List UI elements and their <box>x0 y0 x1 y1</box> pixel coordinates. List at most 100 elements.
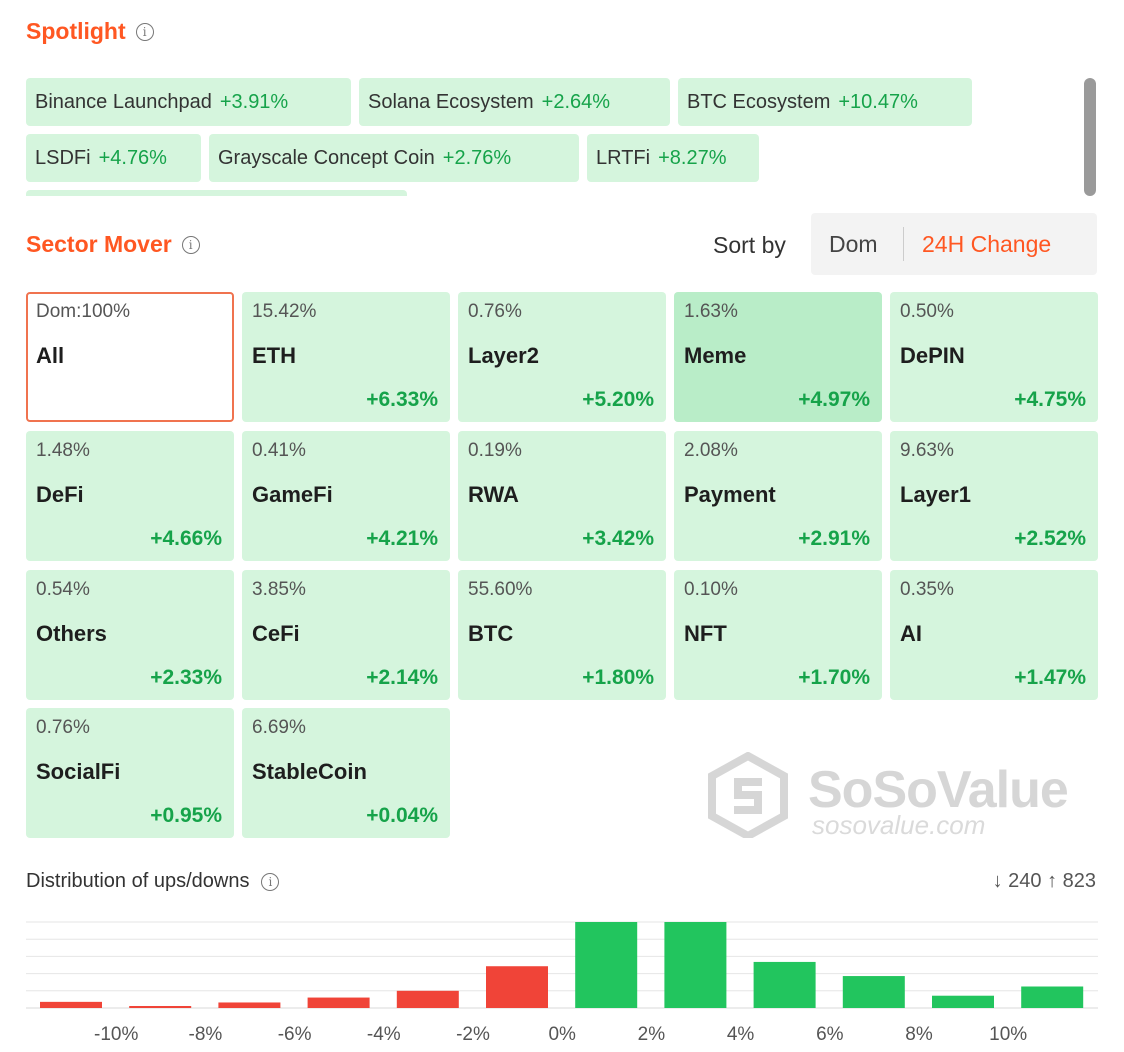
chip-change: +2.64% <box>541 90 611 113</box>
tile-name: Others <box>36 621 107 646</box>
sort-dom-button[interactable]: Dom <box>829 231 878 257</box>
sector-tile[interactable]: 2.08% Payment +2.91% <box>674 431 882 561</box>
watermark-url: sosovalue.com <box>812 810 986 840</box>
tile-change: +6.33% <box>366 388 438 411</box>
x-tick-label: -6% <box>278 1024 312 1045</box>
spotlight-chip[interactable]: Binance Launchpad +3.91% <box>26 78 351 126</box>
sector-tile[interactable]: 0.76% SocialFi +0.95% <box>26 708 234 838</box>
x-tick-label: -8% <box>189 1024 223 1045</box>
chip-change: +3.91% <box>219 90 289 113</box>
tile-change: +2.91% <box>798 527 870 550</box>
tile-dominance: 0.54% <box>36 579 90 600</box>
distribution-bar[interactable] <box>129 1006 192 1008</box>
distribution-title-text: Distribution of ups/downs <box>26 870 250 892</box>
tile-dominance: 15.42% <box>252 301 317 322</box>
distribution-chart: -10% -8% -6% -4% -2% 0% 2% 4% 6% 8% 10% <box>26 921 1098 1045</box>
distribution-bar[interactable] <box>842 976 905 1008</box>
info-icon[interactable]: i <box>261 872 280 891</box>
distribution-bar[interactable] <box>396 990 459 1008</box>
sector-tile[interactable]: 1.63% Meme +4.97% <box>674 292 882 422</box>
sector-tile[interactable]: 0.35% AI +1.47% <box>890 570 1098 700</box>
spotlight-chip-partial[interactable] <box>26 190 407 196</box>
tile-dominance: 0.19% <box>468 440 522 461</box>
info-icon[interactable]: i <box>181 235 200 254</box>
tile-change: +0.04% <box>366 804 438 827</box>
spotlight-scrollbar[interactable] <box>1084 78 1096 196</box>
sort-toggle: Dom 24H Change <box>811 213 1097 275</box>
tile-dominance: 55.60% <box>468 579 533 600</box>
info-icon[interactable]: i <box>135 22 154 41</box>
tile-dominance: 1.63% <box>684 301 738 322</box>
tile-change: +4.75% <box>1014 388 1086 411</box>
spotlight-chip[interactable]: Solana Ecosystem +2.64% <box>359 78 670 126</box>
chip-label: Binance Launchpad <box>35 90 212 113</box>
sector-tile[interactable]: 0.54% Others +2.33% <box>26 570 234 700</box>
tile-name: CeFi <box>252 621 300 646</box>
tile-name: ETH <box>252 343 296 368</box>
x-tick-label: 4% <box>727 1024 755 1045</box>
tile-change: +1.80% <box>582 666 654 689</box>
x-tick-label: -4% <box>367 1024 401 1045</box>
distribution-bar[interactable] <box>932 995 994 1008</box>
spotlight-chip[interactable]: Grayscale Concept Coin +2.76% <box>209 134 579 182</box>
sector-tile[interactable]: 0.19% RWA +3.42% <box>458 431 666 561</box>
tile-name: Layer1 <box>900 482 971 507</box>
x-tick-label: 0% <box>548 1024 576 1045</box>
chip-label: BTC Ecosystem <box>687 90 831 113</box>
spotlight-title: Spotlight i <box>26 18 154 45</box>
distribution-bar[interactable] <box>486 966 548 1008</box>
tile-change: +2.52% <box>1014 527 1086 550</box>
x-tick-label: -2% <box>456 1024 490 1045</box>
chip-change: +4.76% <box>98 146 167 169</box>
x-tick-label: 6% <box>816 1024 844 1045</box>
tile-name: StableCoin <box>252 759 367 784</box>
tile-dominance: 0.76% <box>36 717 90 738</box>
sector-tile[interactable]: 1.48% DeFi +4.66% <box>26 431 234 561</box>
x-tick-label: 2% <box>638 1024 666 1045</box>
spotlight-chip[interactable]: LRTFi +8.27% <box>587 134 759 182</box>
tile-change: +1.47% <box>1014 666 1086 689</box>
distribution-bar[interactable] <box>1021 986 1084 1009</box>
chip-change: +10.47% <box>838 90 918 113</box>
distribution-bar[interactable] <box>575 922 638 1008</box>
distribution-bar[interactable] <box>307 997 370 1008</box>
sector-tile[interactable]: 55.60% BTC +1.80% <box>458 570 666 700</box>
sector-tile[interactable]: 0.41% GameFi +4.21% <box>242 431 450 561</box>
tile-dominance: 1.48% <box>36 440 90 461</box>
tile-change: +4.66% <box>150 527 222 550</box>
sector-tile[interactable]: 0.10% NFT +1.70% <box>674 570 882 700</box>
sector-mover-title: Sector Mover i <box>26 231 200 258</box>
chip-label: LSDFi <box>35 146 91 169</box>
tile-dominance: 3.85% <box>252 579 306 600</box>
sector-tile[interactable]: 0.76% Layer2 +5.20% <box>458 292 666 422</box>
distribution-bar[interactable] <box>218 1002 281 1008</box>
spotlight-chip[interactable]: LSDFi +4.76% <box>26 134 201 182</box>
tile-dominance: 0.41% <box>252 440 306 461</box>
tile-name: All <box>36 343 65 368</box>
sector-tile[interactable]: 6.69% StableCoin +0.04% <box>242 708 450 838</box>
sort-24h-change-button[interactable]: 24H Change <box>922 231 1052 257</box>
tile-change: +5.20% <box>582 388 654 411</box>
distribution-bar[interactable] <box>40 1001 102 1008</box>
sector-tile[interactable]: 15.42% ETH +6.33% <box>242 292 450 422</box>
spotlight-chip-list: Binance Launchpad +3.91% Solana Ecosyste… <box>26 76 1076 196</box>
tile-dominance: 0.35% <box>900 579 954 600</box>
sector-tile[interactable]: 0.50% DePIN +4.75% <box>890 292 1098 422</box>
distribution-bar[interactable] <box>664 922 727 1008</box>
tile-name: SocialFi <box>36 759 121 784</box>
sort-divider <box>903 227 904 261</box>
distribution-bar[interactable] <box>753 961 816 1008</box>
sector-tile[interactable]: 3.85% CeFi +2.14% <box>242 570 450 700</box>
tile-name: Meme <box>684 343 747 368</box>
spotlight-chip[interactable]: BTC Ecosystem +10.47% <box>678 78 972 126</box>
watermark-brand: SoSoValue <box>808 761 1069 819</box>
chip-label: Solana Ecosystem <box>368 90 534 113</box>
tile-dominance: Dom:100% <box>36 301 130 322</box>
tile-name: GameFi <box>252 482 333 507</box>
x-tick-label: 8% <box>905 1024 933 1045</box>
sector-tile[interactable]: 9.63% Layer1 +2.52% <box>890 431 1098 561</box>
tile-dominance: 0.50% <box>900 301 954 322</box>
tile-change: +2.14% <box>366 666 438 689</box>
sosovalue-watermark: SoSoValue sosovalue.com <box>708 751 1069 843</box>
sector-tile-all[interactable]: Dom:100% All <box>26 292 234 422</box>
